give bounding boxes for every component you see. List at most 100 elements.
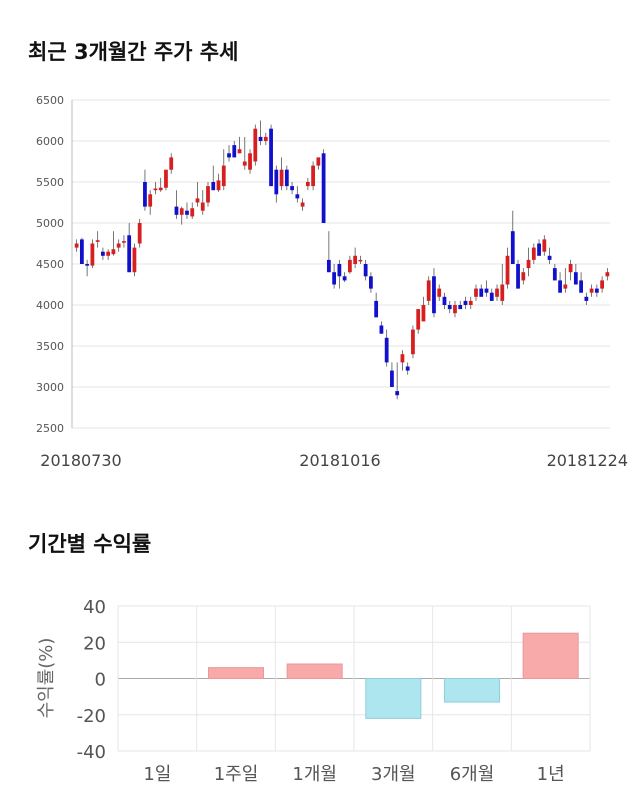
candle-body: [321, 153, 326, 223]
candle-body: [195, 198, 200, 203]
candle-body: [342, 276, 347, 281]
candle-body: [379, 325, 384, 334]
return-bar: [522, 632, 579, 679]
return-bar: [207, 667, 265, 679]
candle-body: [542, 239, 547, 252]
candle-body: [185, 210, 189, 215]
candle-body: [158, 187, 163, 191]
candle-body: [447, 305, 452, 310]
candle-body: [579, 280, 583, 293]
candle-body: [374, 300, 379, 318]
candle-body: [295, 194, 300, 199]
y-tick-label: 5500: [36, 176, 64, 189]
candle-body: [326, 259, 331, 273]
candle-body: [363, 264, 368, 277]
candle-body: [85, 264, 90, 266]
candle-body: [237, 149, 242, 154]
x-tick-label: 20180730: [40, 451, 121, 470]
candle-body: [400, 354, 405, 363]
period-return-title: 기간별 수익률: [28, 532, 152, 556]
x-tick-label: 1년: [537, 764, 565, 785]
candle-body: [526, 259, 531, 269]
x-tick-label: 1일: [143, 764, 171, 785]
candle-body: [111, 249, 116, 255]
return-bar: [286, 663, 343, 679]
stock-trend-title: 최근 3개월간 주가 추세: [28, 40, 239, 64]
candle-body: [164, 169, 168, 188]
candle-body: [505, 255, 510, 285]
candle-body: [369, 276, 373, 289]
candle-body: [258, 136, 263, 141]
y-tick-label: 4000: [36, 299, 64, 312]
candle-body: [384, 337, 389, 363]
return-bar: [443, 678, 501, 703]
candle-body: [453, 305, 457, 314]
y-tick-label: 3000: [36, 381, 64, 394]
y-tick-label: -40: [77, 742, 106, 763]
x-tick-label: 1주일: [214, 764, 259, 785]
candle-body: [479, 288, 484, 297]
candle-body: [253, 128, 258, 162]
candle-body: [489, 292, 494, 301]
x-tick-label: 20181016: [299, 451, 380, 470]
candle-body: [101, 251, 105, 256]
y-tick-label: -20: [77, 706, 106, 727]
candle-body: [589, 288, 594, 293]
candle-body: [169, 157, 174, 170]
candle-body: [279, 169, 284, 187]
candle-body: [274, 169, 279, 195]
y-tick-label: 20: [83, 633, 106, 654]
candle-body: [605, 272, 610, 277]
candle-body: [516, 264, 520, 289]
candle-body: [137, 223, 142, 244]
candle-body: [421, 305, 426, 322]
candle-body: [484, 288, 489, 293]
candle-body: [190, 208, 195, 217]
candle-body: [573, 272, 578, 285]
candle-body: [411, 329, 415, 355]
candle-body: [269, 128, 273, 187]
x-tick-label: 20181224: [547, 451, 628, 470]
candle-body: [79, 239, 84, 264]
candle-body: [200, 202, 205, 211]
candle-body: [500, 284, 505, 301]
candle-body: [353, 255, 358, 264]
candle-body: [437, 288, 442, 297]
candle-body: [337, 264, 342, 277]
candle-body: [547, 255, 552, 260]
y-tick-label: 4500: [36, 258, 64, 271]
candle-body: [174, 206, 179, 215]
candle-body: [232, 145, 237, 158]
candle-body: [305, 182, 310, 187]
candle-body: [148, 194, 153, 207]
candle-body: [531, 247, 536, 260]
candle-body: [316, 157, 321, 166]
candle-body: [284, 169, 289, 187]
candle-body: [90, 243, 95, 266]
y-tick-label: 5000: [36, 217, 64, 230]
candle-body: [216, 180, 221, 191]
candle-body: [143, 182, 147, 207]
return-bar: [365, 678, 422, 719]
candle-body: [132, 247, 137, 273]
candle-body: [432, 276, 436, 314]
candle-body: [495, 288, 499, 297]
candle-body: [510, 231, 515, 264]
candle-body: [458, 305, 463, 310]
candle-body: [390, 370, 394, 387]
candle-body: [116, 243, 121, 248]
y-tick-label: 6500: [36, 94, 64, 107]
candle-body: [206, 186, 210, 203]
candle-body: [263, 136, 268, 141]
candle-body: [95, 240, 100, 242]
candle-body: [463, 300, 468, 305]
y-tick-label: 6000: [36, 135, 64, 148]
candle-body: [395, 391, 400, 396]
candle-body: [179, 208, 184, 215]
candle-body: [416, 309, 421, 330]
candle-body: [127, 235, 132, 273]
candle-body: [242, 161, 247, 166]
y-tick-label: 40: [83, 597, 106, 618]
candle-body: [468, 300, 473, 305]
